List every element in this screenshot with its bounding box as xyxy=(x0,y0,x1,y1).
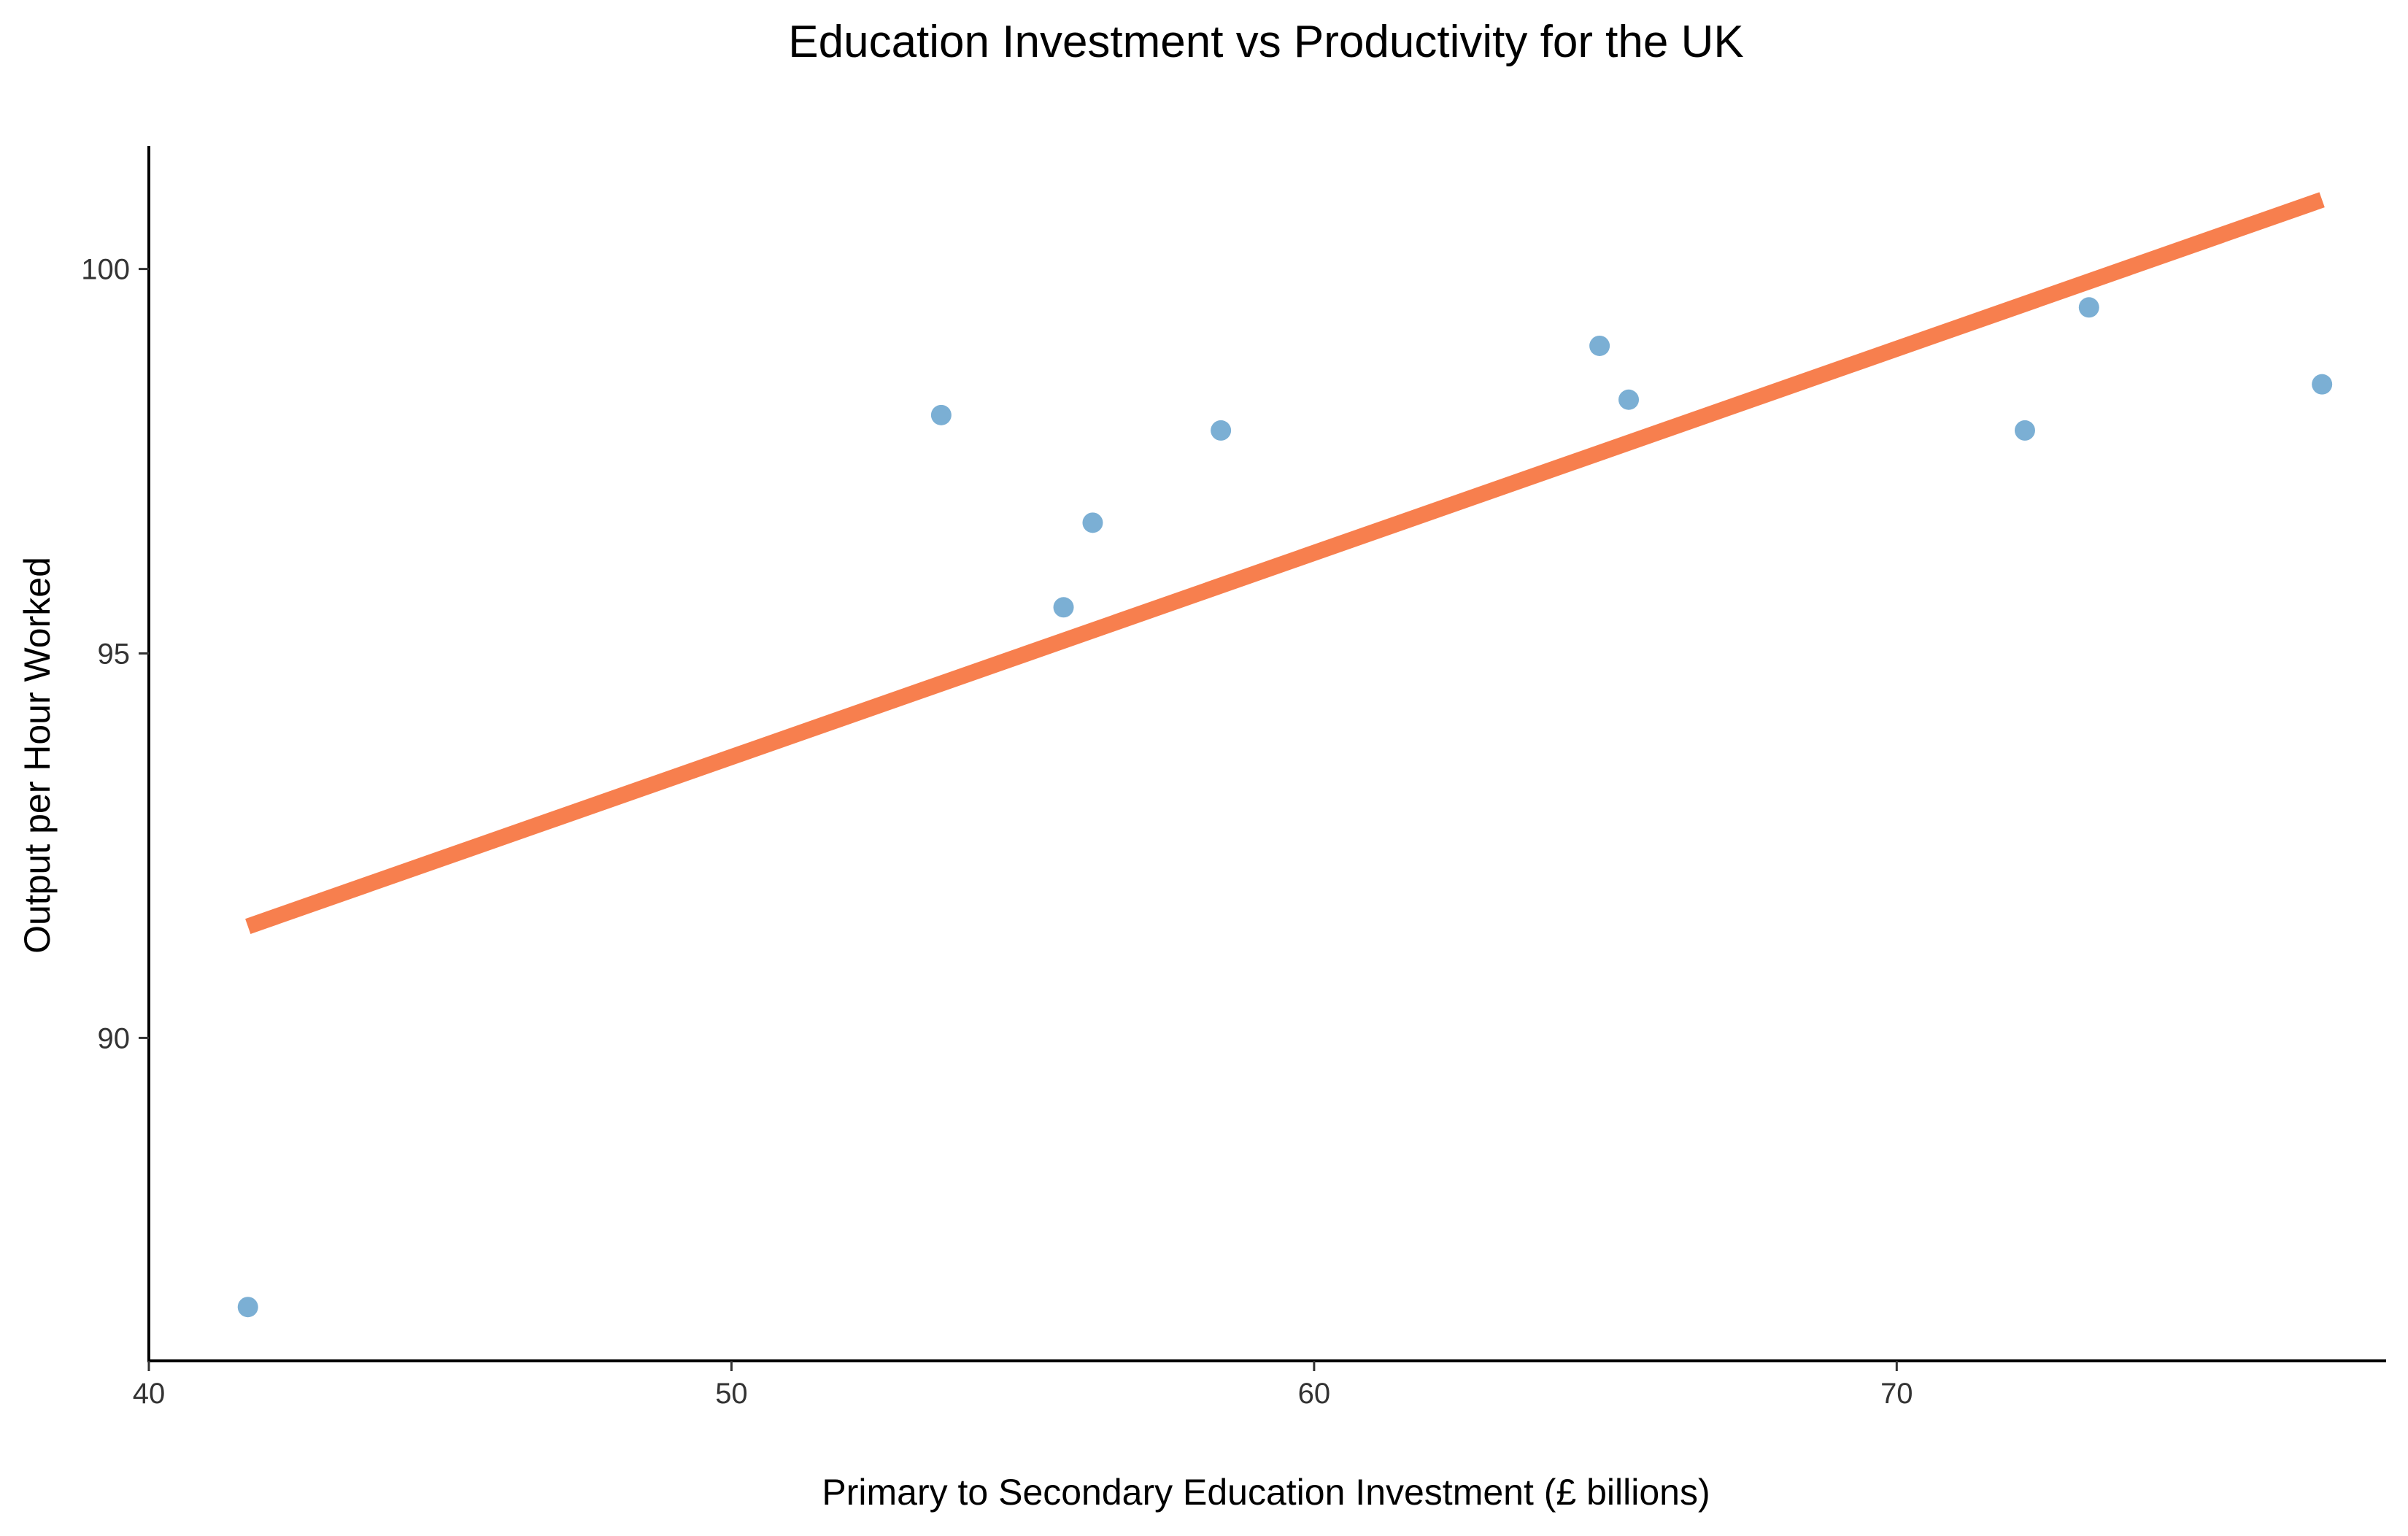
y-tick-label: 100 xyxy=(81,254,130,286)
data-point xyxy=(2014,420,2035,441)
chart-title: Education Investment vs Productivity for… xyxy=(788,17,1743,67)
data-point xyxy=(1211,420,1232,441)
data-point xyxy=(237,1297,258,1318)
y-tick-label: 95 xyxy=(98,638,131,671)
x-tick-label: 60 xyxy=(1298,1378,1331,1410)
data-point xyxy=(2078,297,2099,318)
data-points-layer xyxy=(237,297,2333,1318)
data-point xyxy=(1618,389,1640,410)
trend-line-layer xyxy=(245,192,2325,934)
data-point xyxy=(1053,597,1074,618)
y-axis-ticks: 90 95 100 xyxy=(81,254,149,1054)
trend-line xyxy=(245,192,2325,934)
data-point xyxy=(1082,512,1103,533)
x-axis-title: Primary to Secondary Education Investmen… xyxy=(822,1472,1710,1513)
x-tick-label: 70 xyxy=(1880,1378,1913,1410)
x-axis-ticks: 40 50 60 70 xyxy=(133,1361,1913,1410)
axes-layer xyxy=(147,146,2386,1362)
x-tick-label: 50 xyxy=(715,1378,748,1410)
x-tick-label: 40 xyxy=(133,1378,166,1410)
y-axis-title: Output per Hour Worked xyxy=(17,557,58,954)
data-point xyxy=(930,404,952,425)
y-tick-label: 90 xyxy=(98,1022,131,1054)
data-point xyxy=(2312,374,2333,395)
data-point xyxy=(1589,335,1610,356)
